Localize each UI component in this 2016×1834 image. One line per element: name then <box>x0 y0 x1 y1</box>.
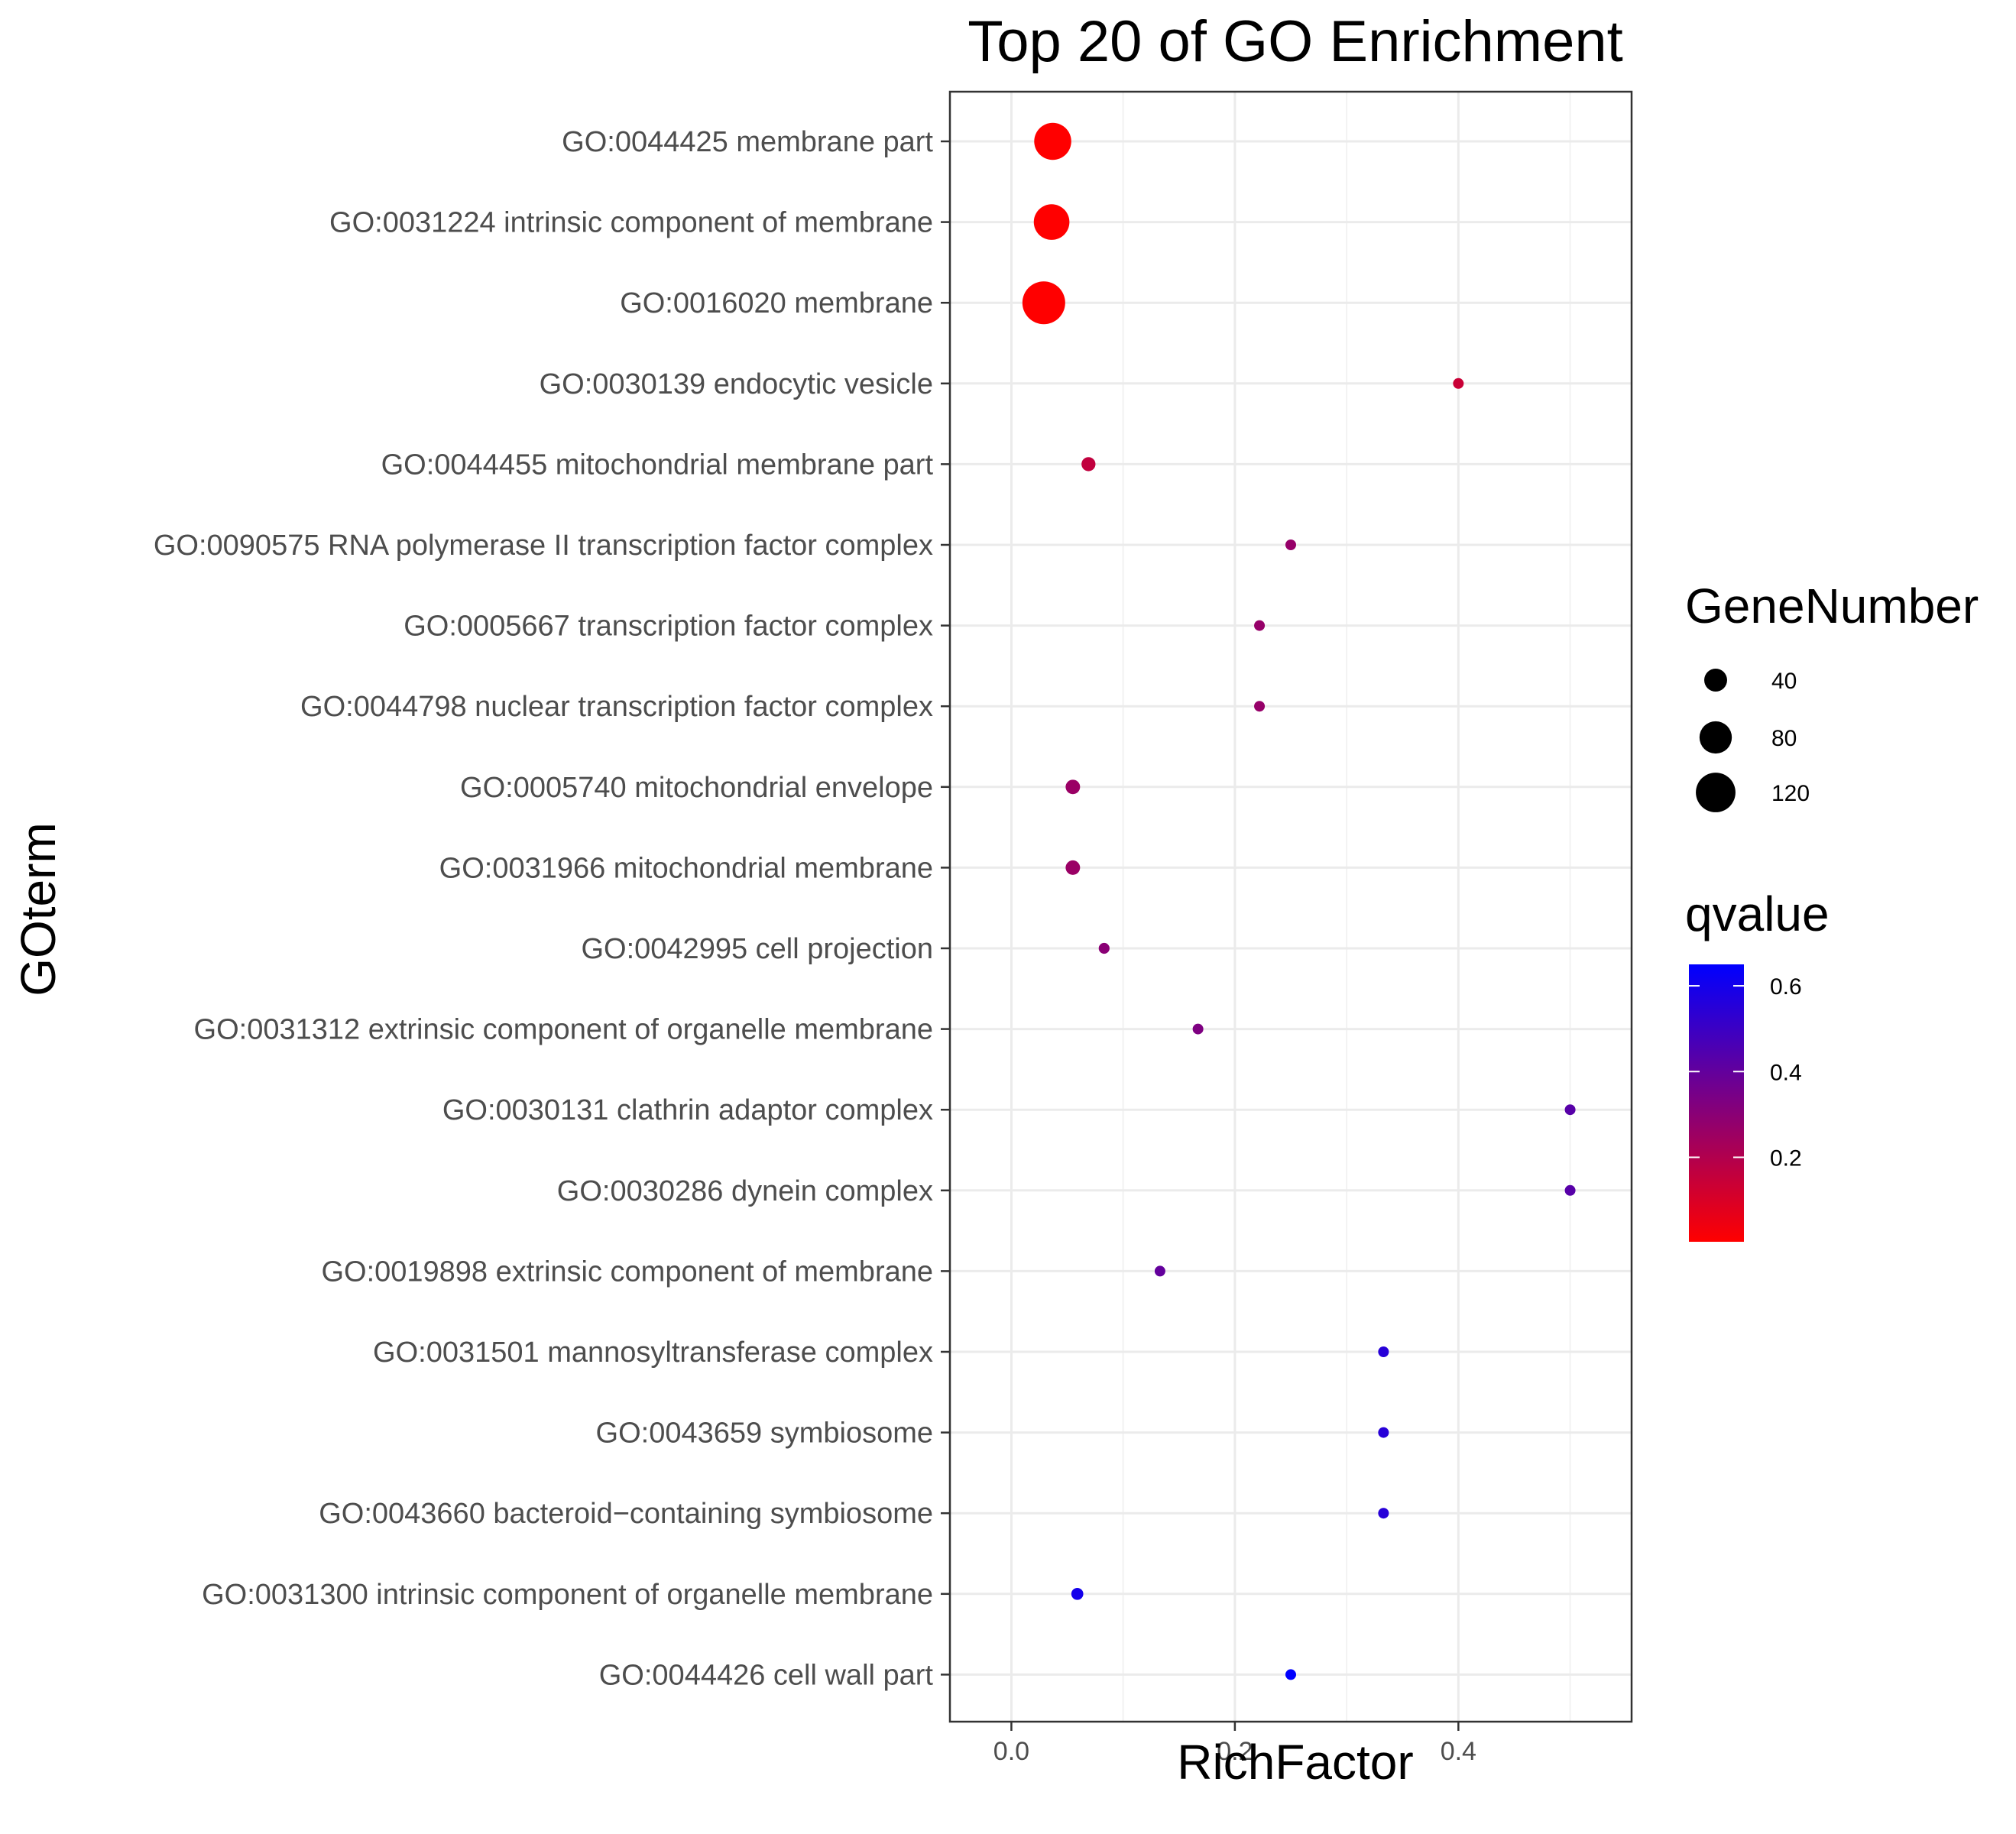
color-legend-title: qvalue <box>1685 886 1830 941</box>
data-point <box>1254 620 1266 631</box>
size-legend-key <box>1704 669 1727 692</box>
chart-title: Top 20 of GO Enrichment <box>967 9 1623 74</box>
data-point <box>1192 1023 1204 1035</box>
data-point <box>1285 1669 1296 1680</box>
size-legend: GeneNumber 40 80 120 <box>1685 578 1979 812</box>
x-axis-title: RichFactor <box>1177 1735 1413 1790</box>
data-point <box>1071 1587 1084 1600</box>
y-axis-title: GOterm <box>11 822 66 996</box>
y-tick-label: GO:0019898 extrinsic component of membra… <box>321 1256 933 1288</box>
data-point <box>1285 540 1296 550</box>
data-point <box>1564 1104 1576 1116</box>
y-tick-label: GO:0043660 bacteroid−containing symbioso… <box>319 1498 933 1530</box>
data-point <box>1098 942 1110 954</box>
data-point <box>1453 377 1464 389</box>
y-tick-label: GO:0030131 clathrin adaptor complex <box>442 1094 933 1126</box>
y-tick-label: GO:0044425 membrane part <box>562 126 933 158</box>
x-tick-label: 0.4 <box>1441 1737 1476 1766</box>
y-tick-label: GO:0090575 RNA polymerase II transcripti… <box>154 530 933 562</box>
color-legend-bar <box>1689 964 1744 1242</box>
y-tick-label: GO:0042995 cell projection <box>581 933 933 965</box>
plot-border <box>948 90 1633 1723</box>
y-tick-label: GO:0031224 intrinsic component of membra… <box>329 207 933 239</box>
size-legend-key <box>1699 721 1732 754</box>
y-tick-label: GO:0005740 mitochondrial envelope <box>460 772 933 804</box>
y-tick-label: GO:0031966 mitochondrial membrane <box>439 852 933 884</box>
y-tick-label: GO:0031312 extrinsic component of organe… <box>194 1014 933 1046</box>
y-tick-label: GO:0030286 dynein complex <box>557 1175 933 1207</box>
y-tick-label: GO:0044455 mitochondrial membrane part <box>381 449 934 481</box>
size-legend-label: 80 <box>1771 726 1797 751</box>
data-point <box>1065 779 1081 795</box>
y-tick-label: GO:0031501 mannosyltransferase complex <box>373 1337 933 1369</box>
size-legend-key <box>1696 773 1736 812</box>
x-tick-label: 0.0 <box>993 1737 1029 1766</box>
data-point <box>1081 457 1096 471</box>
y-tick-label: GO:0005667 transcription factor complex <box>404 611 933 643</box>
y-tick-label: GO:0030139 endocytic vesicle <box>540 368 933 400</box>
data-point <box>1033 204 1070 240</box>
x-tick-label: 0.2 <box>1217 1737 1253 1766</box>
plot-area <box>948 90 1633 1723</box>
color-legend-label: 0.2 <box>1770 1145 1802 1171</box>
data-point <box>1378 1427 1389 1438</box>
data-point <box>1034 122 1071 160</box>
data-point <box>1564 1184 1576 1196</box>
y-tick-label: GO:0043659 symbiosome <box>596 1418 933 1450</box>
data-point <box>1022 281 1065 325</box>
y-tick-label: GO:0016020 membrane <box>620 287 933 319</box>
data-point <box>1065 860 1081 875</box>
color-legend: qvalue 0.2 0.4 0.6 <box>1685 886 1830 1242</box>
data-point <box>1378 1508 1389 1519</box>
size-legend-title: GeneNumber <box>1685 578 1979 633</box>
size-legend-label: 40 <box>1771 669 1797 694</box>
color-legend-label: 0.6 <box>1770 974 1802 1000</box>
y-tick-label: GO:0044426 cell wall part <box>599 1659 934 1691</box>
data-point <box>1378 1346 1389 1357</box>
plot-background <box>950 92 1632 1722</box>
y-tick-label: GO:0031300 intrinsic component of organe… <box>202 1579 933 1611</box>
y-axis-labels: GO:0044425 membrane part GO:0031224 intri… <box>154 126 950 1691</box>
color-legend-label: 0.4 <box>1770 1060 1802 1085</box>
size-legend-label: 120 <box>1771 781 1810 806</box>
data-point <box>1254 701 1266 712</box>
data-point <box>1154 1265 1165 1277</box>
y-tick-label: GO:0044798 nuclear transcription factor … <box>300 691 933 723</box>
x-axis: 0.0 0.2 0.4 <box>993 1722 1476 1766</box>
